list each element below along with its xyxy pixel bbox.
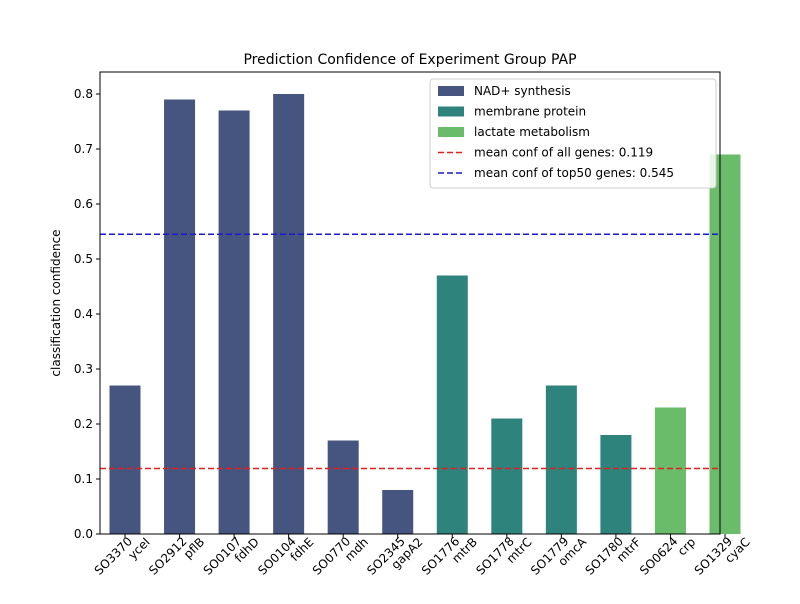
y-tick-label: 0.0: [74, 527, 93, 541]
legend-label: mean conf of all genes: 0.119: [474, 146, 653, 160]
x-tick-label-id: SO0624: [637, 534, 681, 578]
x-tick-label-gene: crp: [675, 535, 698, 558]
bar-SO1776: [436, 275, 468, 534]
bar-SO1779: [545, 385, 577, 534]
y-axis-label: classification confidence: [49, 229, 63, 376]
y-tick-label: 0.8: [74, 87, 93, 101]
plot-frame: [99, 71, 721, 535]
legend-label: lactate metabolism: [474, 125, 590, 139]
chart-title: Prediction Confidence of Experiment Grou…: [243, 52, 576, 68]
bar-SO0624: [654, 407, 686, 534]
y-tick-labels: 0.0 0.1 0.2 0.3 0.4 0.5 0.6 0.7 0.8: [74, 87, 100, 541]
legend-label: membrane protein: [474, 105, 586, 119]
y-tick-label: 0.2: [74, 417, 93, 431]
reference-lines-layer: [100, 233, 720, 470]
bar-SO1780: [600, 435, 632, 534]
bar-SO0104: [273, 94, 305, 534]
x-tick-label-gene: pflB: [181, 535, 207, 561]
legend-label: NAD+ synthesis: [474, 84, 571, 98]
legend: NAD+ synthesis membrane protein lactate me…: [429, 78, 717, 189]
legend-swatch-1: [438, 86, 464, 96]
legend-swatch-3: [438, 127, 464, 137]
legend-label: mean conf of top50 genes: 0.545: [474, 166, 674, 180]
legend-box: [429, 78, 717, 189]
x-tick-label-id: SO2912: [146, 534, 190, 578]
y-tick-label: 0.1: [74, 472, 93, 486]
bar-SO0770: [327, 440, 359, 534]
y-tick-label: 0.6: [74, 197, 93, 211]
y-tick-label: 0.5: [74, 252, 93, 266]
y-tick-label: 0.4: [74, 307, 93, 321]
bar-SO2912: [164, 99, 196, 534]
y-tick-label: 0.3: [74, 362, 93, 376]
bar-SO2345: [382, 490, 414, 534]
bar-SO0107: [218, 110, 250, 534]
y-tick-label: 0.7: [74, 142, 93, 156]
bar-SO1329: [709, 154, 741, 534]
bar-SO1778: [491, 418, 523, 534]
axes-layer: [99, 71, 721, 535]
bars-layer: [109, 94, 741, 534]
bar-SO3370: [109, 385, 141, 534]
legend-swatch-2: [438, 106, 464, 117]
